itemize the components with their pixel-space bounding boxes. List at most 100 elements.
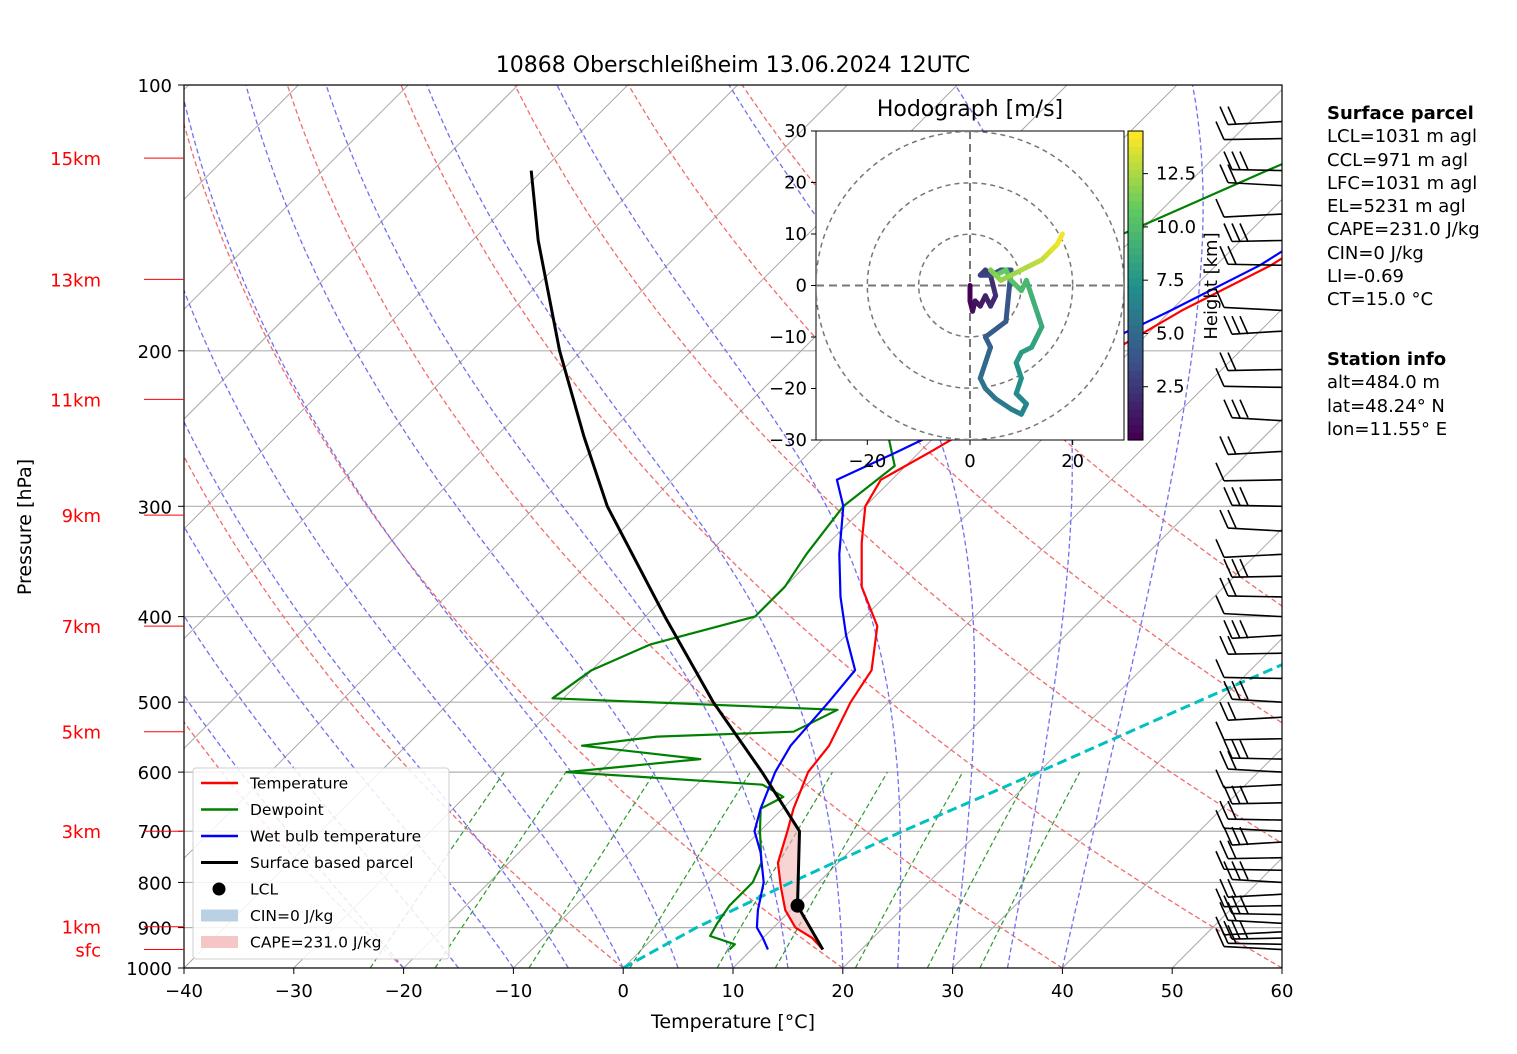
surface-parcel-line: LFC=1031 m agl (1327, 172, 1478, 194)
wind-barb (1223, 486, 1283, 508)
colorbar-cell (1128, 146, 1143, 155)
isotherm (184, 85, 848, 750)
chart-title: 10868 Oberschleißheim 13.06.2024 12UTC (496, 53, 971, 78)
wind-barb (1219, 750, 1283, 773)
hodograph-title: Hodograph [m/s] (877, 97, 1063, 122)
mixing-ratio-line (774, 771, 888, 968)
x-tick-label: 30 (941, 981, 964, 1002)
colorbar-cell (1128, 424, 1143, 433)
wind-barb (1215, 289, 1283, 312)
station-info-panel: Station info alt=484.0 m lat=48.24° N lo… (1327, 348, 1447, 441)
colorbar-cell (1128, 432, 1143, 441)
wind-barb (1223, 920, 1283, 940)
moist-adiabat (325, 85, 789, 968)
height-label: 3km (62, 822, 101, 843)
isotherm (184, 85, 519, 420)
station-info-line: lon=11.55° E (1327, 418, 1448, 440)
wind-barbs (1215, 106, 1283, 951)
legend-swatch (212, 882, 226, 896)
hodograph-segment (988, 272, 999, 299)
colorbar-cell (1128, 223, 1143, 233)
wind-barb (1215, 721, 1283, 741)
mixing-ratio-line (979, 771, 1081, 968)
wind-barb (1219, 635, 1283, 655)
wind-barb (1215, 198, 1283, 218)
legend-swatch (201, 909, 238, 922)
surface-parcel-panel: Surface parcel LCL=1031 m agl CCL=971 m … (1327, 102, 1480, 312)
legend-label: Dewpoint (250, 801, 324, 819)
colorbar-tick-label: 10.0 (1156, 217, 1196, 238)
x-tick-label: −10 (494, 981, 532, 1002)
colorbar-cell (1128, 154, 1143, 163)
isotherm (1062, 747, 1282, 968)
x-tick-label: 20 (831, 981, 854, 1002)
hodograph-segment (1054, 231, 1065, 247)
legend-entry: LCL (212, 881, 278, 899)
wind-barb (1219, 577, 1283, 598)
colorbar-cell (1128, 416, 1143, 426)
colorbar-cell (1128, 192, 1143, 202)
isotherm (842, 528, 1282, 968)
moist-adiabat (184, 420, 569, 968)
hodograph-y-tick-label: 0 (796, 276, 807, 297)
wind-barb (1215, 368, 1283, 389)
hodograph-y-tick-label: 10 (784, 224, 807, 245)
hodograph-segment (1029, 293, 1040, 314)
colorbar-cell (1128, 401, 1143, 410)
colorbar-cell (1128, 270, 1143, 279)
colorbar: 2.5 5.0 7.5 10.0 12.5 (1127, 130, 1196, 441)
x-tick-label: 50 (1161, 981, 1184, 1002)
y-tick-label: 300 (138, 497, 172, 518)
x-tick-label: −30 (275, 981, 313, 1002)
colorbar-cell (1128, 131, 1143, 140)
colorbar-cell (1128, 277, 1143, 287)
wind-barb (1223, 895, 1283, 916)
wind-barb (1215, 916, 1283, 936)
hodograph-y-tick-label: −20 (769, 379, 807, 400)
legend-label: Temperature (249, 775, 348, 793)
colorbar-tick-label: 12.5 (1156, 164, 1196, 185)
height-label: 7km (62, 617, 101, 638)
y-axis-label: Pressure [hPa] (14, 459, 36, 595)
legend-label: CAPE=231.0 J/kg (250, 934, 381, 952)
colorbar-cell (1128, 347, 1143, 356)
wind-barb (1223, 785, 1283, 805)
legend-label: CIN=0 J/kg (250, 907, 333, 925)
colorbar-tick-label: 2.5 (1156, 377, 1185, 398)
hodograph-segment (1034, 308, 1045, 330)
legend-entry: Temperature (201, 775, 348, 793)
moist-adiabat (426, 85, 844, 968)
colorbar-frame (1127, 130, 1144, 441)
legend-entry: CAPE=231.0 J/kg (201, 934, 381, 952)
x-tick-label: 40 (1051, 981, 1074, 1002)
wind-barb (1219, 701, 1283, 722)
wind-barb (1215, 595, 1283, 618)
hodograph-y-tick-label: 30 (784, 121, 807, 142)
dry-adiabat (286, 85, 1063, 968)
colorbar-tick-label: 5.0 (1156, 323, 1185, 344)
hodograph-y-tick-label: −30 (769, 430, 807, 451)
wind-barb (1223, 861, 1283, 884)
isotherm (513, 198, 1282, 968)
x-tick-label: 0 (617, 981, 628, 1002)
temperature-line (776, 257, 1282, 951)
legend-entry: Dewpoint (201, 801, 324, 819)
colorbar-cell (1128, 378, 1143, 387)
hodograph-x-tick-label: −20 (848, 451, 886, 472)
surface-parcel-title: Surface parcel (1327, 103, 1474, 124)
mixing-ratio-line (926, 771, 1031, 968)
wind-barb (1223, 739, 1283, 760)
station-info-line: alt=484.0 m (1327, 372, 1440, 394)
hodograph: Hodograph [m/s] −30 −20 −10 0 10 20 30 −20 0 20 2… (769, 97, 1222, 472)
isotherm (622, 308, 1282, 968)
colorbar-cell (1128, 300, 1143, 310)
colorbar-tick-label: 7.5 (1156, 270, 1185, 291)
colorbar-cell (1128, 239, 1143, 248)
wind-barb (1215, 850, 1283, 872)
colorbar-cell (1128, 208, 1143, 217)
wind-barb (1215, 538, 1283, 559)
y-tick-label: 100 (138, 76, 172, 97)
legend-label: LCL (250, 881, 278, 899)
wind-barb (1215, 121, 1283, 141)
